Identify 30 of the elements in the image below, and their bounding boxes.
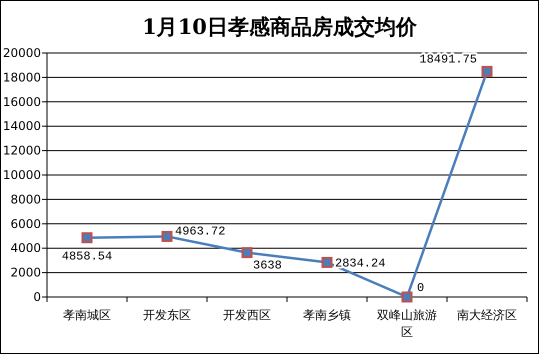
- y-tick-label: 10000: [2, 168, 41, 182]
- point: [402, 292, 412, 302]
- point: [162, 230, 172, 242]
- x-tick-label: 双峰山旅游区: [377, 308, 437, 339]
- x-tick-label: 开发东区: [143, 308, 191, 322]
- y-tick-label: 4000: [10, 241, 41, 256]
- y-tick-label: 8000: [10, 192, 41, 206]
- point: [482, 66, 492, 77]
- point: [242, 247, 252, 258]
- data-label: 3638: [253, 258, 282, 273]
- y-tick-label: 18000: [2, 70, 41, 84]
- y-tick-label: 16000: [2, 94, 41, 109]
- data-label: 2834.24: [335, 256, 386, 270]
- y-tick-label: 0: [33, 290, 41, 304]
- point: [322, 256, 332, 268]
- data-label: 18491.75: [419, 52, 477, 66]
- x-tick-label: 孝南城区: [63, 308, 111, 322]
- y-tick-label: 12000: [2, 144, 41, 158]
- y-tick-label: 14000: [2, 119, 41, 134]
- x-tick-label: 孝南乡镇: [303, 308, 351, 322]
- data-label: 4963.72: [175, 224, 226, 238]
- point: [82, 232, 92, 244]
- x-tick-label: 开发西区: [223, 308, 271, 322]
- y-tick-label: 6000: [10, 216, 41, 231]
- chart-title: 1月10日孝感商品房成交均价: [142, 14, 418, 39]
- y-tick-label: 2000: [10, 266, 41, 280]
- x-tick-label: 南大经济区: [457, 308, 517, 322]
- y-tick-label: 20000: [2, 46, 41, 60]
- data-label: 0: [417, 281, 424, 295]
- data-label: 4858.54: [62, 250, 112, 264]
